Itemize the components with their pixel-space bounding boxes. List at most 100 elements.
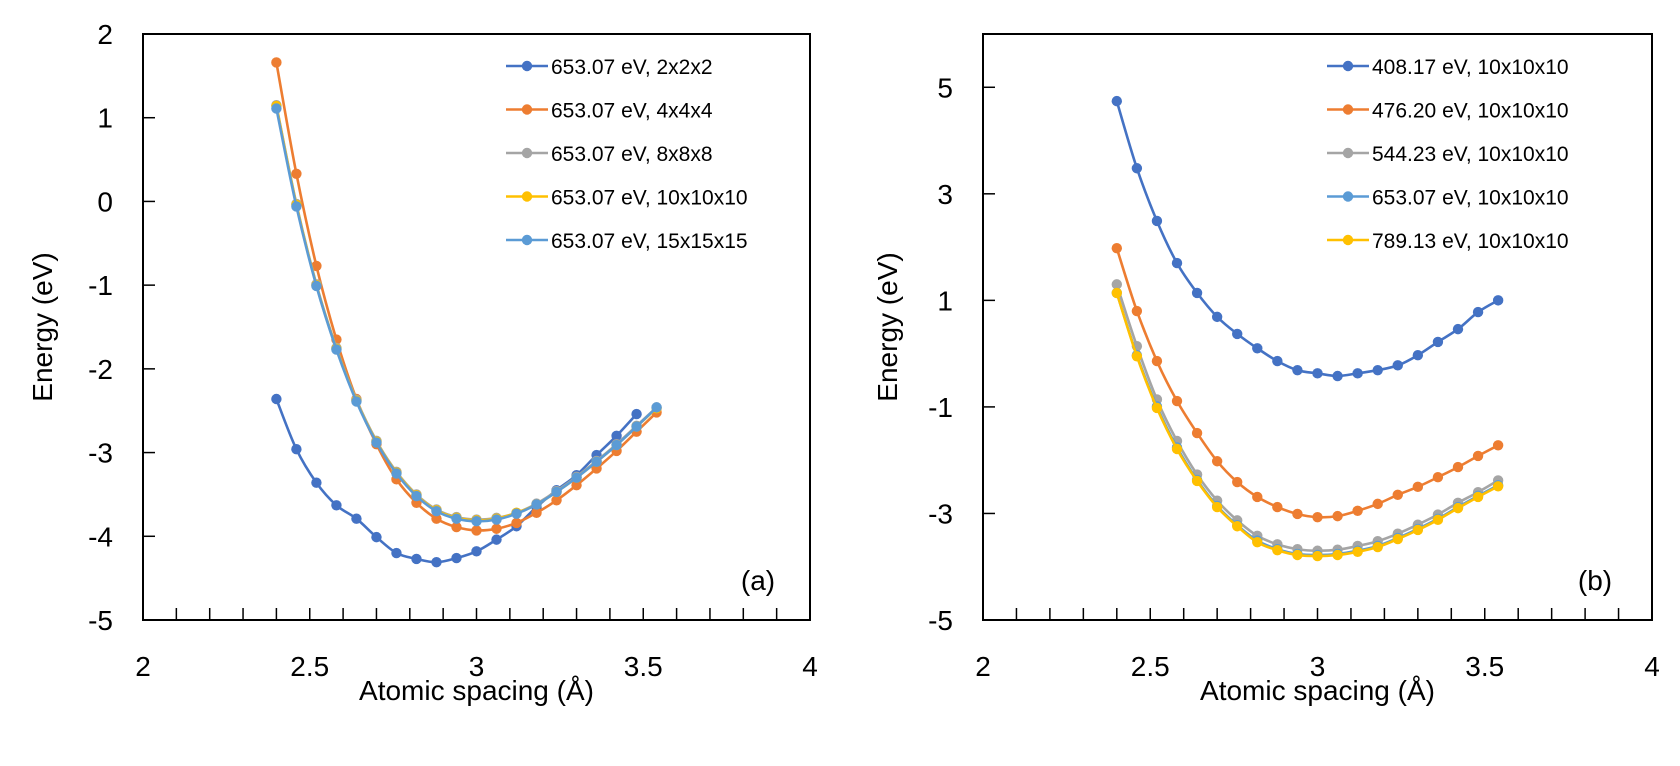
data-point <box>1432 514 1444 526</box>
legend-label: 544.23 eV, 10x10x10 <box>1372 143 1569 166</box>
data-point <box>1272 501 1283 513</box>
data-point <box>371 437 382 448</box>
y-tick-label: -2 <box>88 354 113 385</box>
legend-marker-icon <box>1342 60 1354 72</box>
data-point <box>431 505 442 517</box>
x-tick-label: 2 <box>135 651 151 682</box>
data-point <box>291 201 302 212</box>
legend-label: 653.07 eV, 8x8x8 <box>551 143 713 166</box>
legend-label: 653.07 eV, 10x10x10 <box>551 187 748 210</box>
data-point <box>1452 502 1464 514</box>
legend-marker-icon <box>521 147 533 159</box>
x-tick-label: 3 <box>1310 651 1326 682</box>
data-point <box>511 517 522 529</box>
data-point <box>1372 541 1383 553</box>
data-point <box>491 523 502 534</box>
legend-label: 653.07 eV, 4x4x4 <box>551 100 713 123</box>
series-789-13-ev-10x10x10 <box>1111 287 1504 562</box>
data-point <box>571 472 582 483</box>
data-point <box>291 168 302 180</box>
legend-marker-icon <box>521 60 533 72</box>
data-point <box>1131 351 1143 362</box>
data-point <box>1432 336 1444 348</box>
data-point <box>1232 328 1243 340</box>
data-point <box>471 525 482 536</box>
data-point <box>1232 476 1243 488</box>
data-point <box>531 507 542 519</box>
y-tick-label: 3 <box>937 179 953 210</box>
data-point <box>1252 343 1263 354</box>
data-point <box>1211 311 1223 323</box>
data-point <box>311 477 322 488</box>
data-point <box>1252 537 1263 548</box>
legend-label: 476.20 eV, 10x10x10 <box>1372 100 1569 123</box>
x-tick-label: 2 <box>975 651 991 682</box>
data-point <box>451 521 462 533</box>
legend-marker-icon <box>521 191 533 202</box>
data-point <box>431 557 442 568</box>
x-axis-title: Atomic spacing (Å) <box>359 675 594 706</box>
data-point <box>1151 402 1163 414</box>
data-point <box>311 260 322 272</box>
y-tick-label: -3 <box>928 498 953 529</box>
data-point <box>451 552 462 564</box>
data-point <box>1492 295 1504 306</box>
x-tick-label: 4 <box>802 651 818 682</box>
data-point <box>631 421 642 432</box>
data-point <box>1412 524 1424 536</box>
data-point <box>391 547 402 559</box>
legend-entry: 653.07 eV, 15x15x15 <box>506 230 748 253</box>
data-point <box>271 103 282 114</box>
data-point <box>611 439 622 451</box>
y-tick-label: 0 <box>97 186 113 217</box>
data-point <box>1171 257 1183 269</box>
data-point <box>551 495 562 506</box>
y-tick-label: 5 <box>937 72 953 103</box>
series-653-07-ev-4x4x4 <box>271 57 662 536</box>
y-tick-label: 1 <box>97 103 113 134</box>
data-point <box>1492 481 1504 492</box>
data-point <box>471 546 482 557</box>
y-tick-label: -4 <box>88 521 113 552</box>
data-point <box>1111 242 1123 254</box>
data-point <box>1292 364 1303 376</box>
data-point <box>1151 215 1163 227</box>
data-point <box>271 57 282 68</box>
series-408-17-ev-10x10x10 <box>1111 95 1504 382</box>
data-point <box>551 486 562 498</box>
data-point <box>1292 549 1303 561</box>
data-point <box>531 499 542 510</box>
y-tick-label: -1 <box>928 392 953 423</box>
series-653-07-ev-10x10x10 <box>1111 287 1504 561</box>
legend-entry: 476.20 eV, 10x10x10 <box>1327 100 1569 123</box>
data-point <box>1272 545 1283 556</box>
data-point <box>351 396 362 407</box>
data-point <box>651 402 662 413</box>
data-point <box>1412 481 1424 493</box>
data-point <box>1211 456 1223 467</box>
data-point <box>1472 306 1484 318</box>
legend-marker-icon <box>1342 191 1354 202</box>
legend-entry: 408.17 eV, 10x10x10 <box>1327 56 1569 79</box>
data-point <box>1312 511 1323 523</box>
data-point <box>1352 505 1363 516</box>
data-point <box>1191 287 1203 299</box>
data-point <box>631 408 642 420</box>
data-point <box>1452 461 1464 473</box>
data-point <box>1312 550 1323 562</box>
series-476-20-ev-10x10x10 <box>1111 242 1504 523</box>
data-point <box>311 280 322 292</box>
data-point <box>1111 95 1123 107</box>
data-point <box>331 500 342 511</box>
x-tick-label: 2.5 <box>290 651 329 682</box>
data-point <box>1191 475 1203 487</box>
y-axis-title: Energy (eV) <box>27 252 58 401</box>
y-tick-label: -1 <box>88 270 113 301</box>
data-point <box>1392 360 1403 371</box>
data-point <box>1272 355 1283 367</box>
panel-label: (a) <box>741 565 775 596</box>
data-point <box>1472 450 1484 462</box>
data-point <box>1211 501 1223 513</box>
data-point <box>1191 427 1203 439</box>
series-653-07-ev-2x2x2 <box>271 393 642 568</box>
